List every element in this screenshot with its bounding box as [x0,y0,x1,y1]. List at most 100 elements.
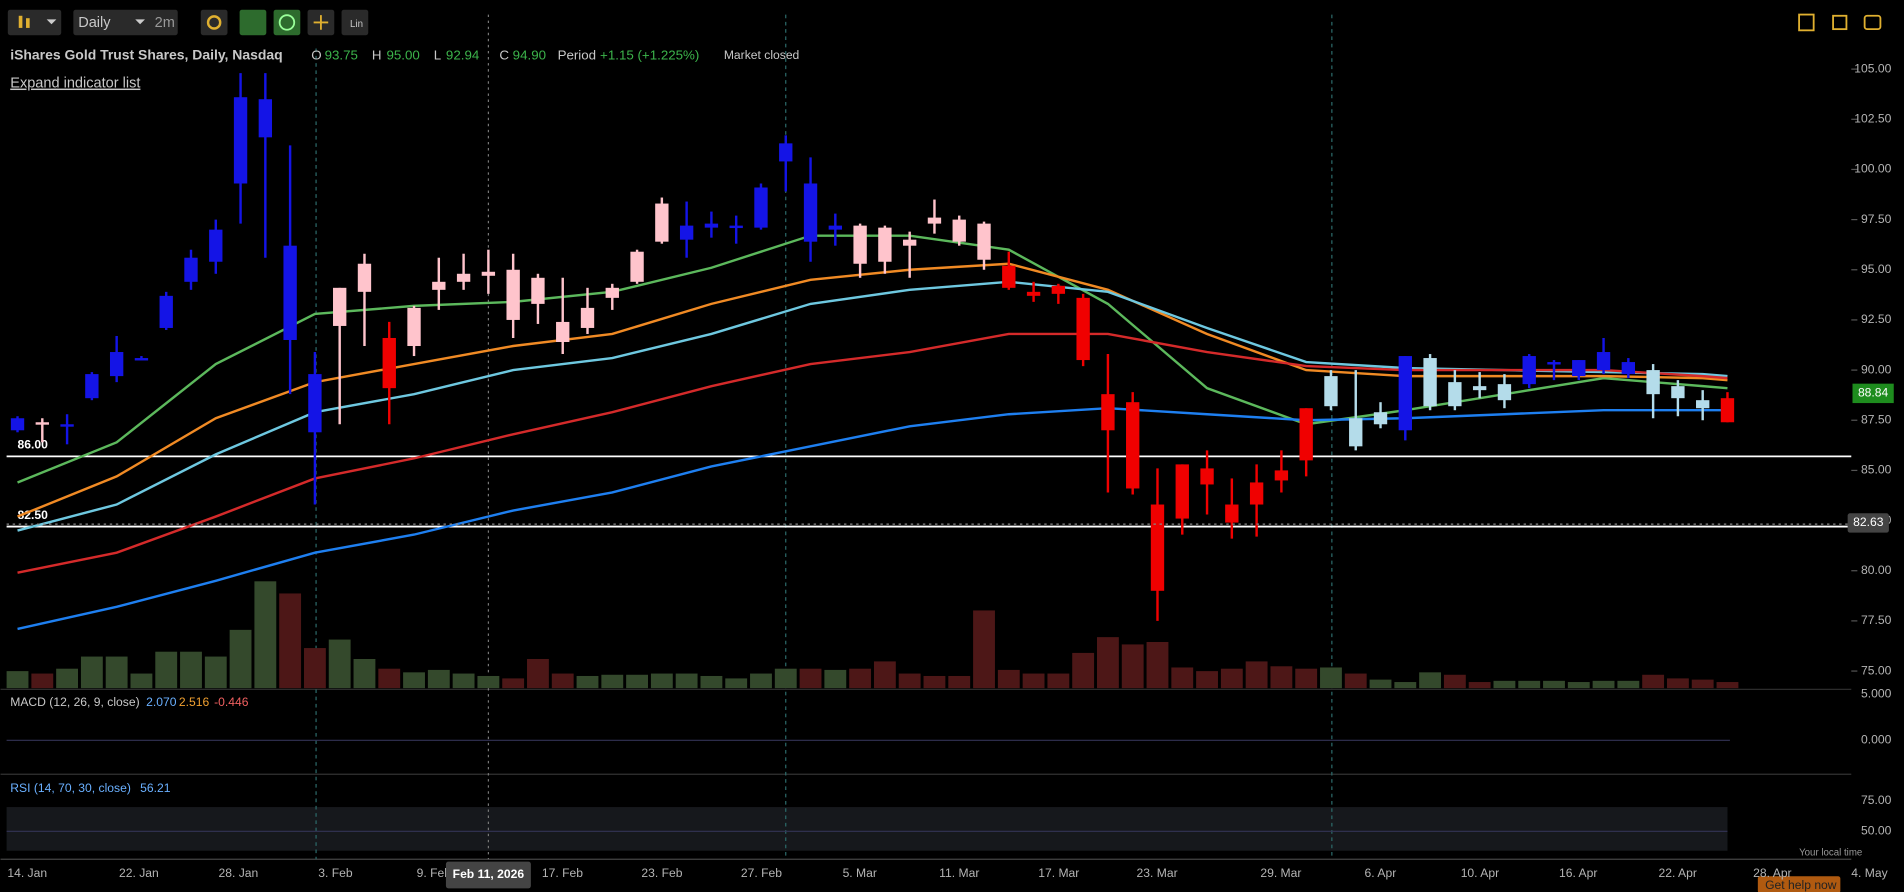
volume-bar [1468,682,1491,689]
volume-bar [997,669,1020,689]
period-value: +1.15 (+1.225%) [600,47,699,62]
volume-bar [1047,673,1070,689]
candle-body [134,358,149,361]
volume-bar [973,610,995,689]
candle-body [704,223,719,228]
x-tick-label: 9. Feb [417,866,452,880]
time-button[interactable] [273,9,301,36]
icon [206,15,222,30]
candle-body [1249,482,1264,505]
indicator-button[interactable] [239,9,267,36]
volume-bar [1270,666,1293,689]
candle-body [60,424,74,427]
candle-body [456,273,471,282]
candle-body [1398,356,1412,431]
volume-bar [1097,637,1119,689]
o-value: 93.75 [325,47,358,62]
volume-bar [1295,668,1318,689]
candle-body [1126,402,1140,489]
instrument: iShares Gold Trust Shares, Daily, Nasdaq [10,47,282,63]
crosshair-price: 82.63 [1853,515,1884,529]
candle-body [1076,297,1090,361]
c-value: 94.90 [513,47,546,62]
macd-tick-label: 5.000 [1861,686,1892,700]
icon[interactable] [1863,14,1882,31]
candle-body [1497,384,1512,401]
range: 2m [155,15,175,31]
candle-body [1150,504,1165,591]
icon[interactable] [1798,13,1815,32]
icon [46,19,57,25]
volume-bar [675,673,698,689]
volume-bar [1617,680,1640,689]
candle-body [1547,362,1561,365]
candle-body [407,307,421,347]
macd-value: 2.070 [146,695,177,709]
candle-body [1696,400,1710,409]
volume-bar [1146,641,1169,689]
candle-body [1274,470,1289,481]
volume-bar [1716,682,1739,689]
y-tick-label: 97.50 [1861,212,1892,226]
h-value: 95.00 [386,47,419,62]
y-tick-label: 87.50 [1861,412,1892,426]
volume-bar [1666,678,1689,689]
candle-body [1225,504,1239,523]
candle-body [1671,386,1685,399]
volume-bar [626,674,648,689]
volume-bar [1567,682,1590,689]
marks: 105.00 102.50 100.00 97.50 95.00 92.50 90.00 87… [6,61,1894,889]
volume-bar [527,658,549,689]
volume-bar [80,656,103,689]
scale-button[interactable] [341,9,369,36]
rsi-tick-label: 50.00 [1861,824,1892,838]
volume-bar [56,668,79,689]
volume-bar [774,668,797,689]
candle-body [1646,370,1660,395]
expand-link[interactable]: Expand indicator list [10,76,140,92]
local-time: Your local time [1799,848,1862,859]
interval-select[interactable] [73,9,178,36]
macd-hist: -0.446 [214,695,249,709]
volume-bar [725,678,748,689]
help-button[interactable] [1757,876,1841,892]
l-label: L [434,47,441,62]
candle-body [977,223,991,260]
candle-body [1448,382,1462,407]
icon[interactable] [1832,14,1848,31]
settings-button[interactable] [200,9,228,36]
volume-bar [378,668,401,689]
rsi-tick-label: 75.00 [1861,793,1892,807]
volume-bar [1220,668,1243,689]
candle-body [109,352,124,377]
volume-bar [1072,652,1095,689]
candle-body [1002,265,1016,288]
rsi-label: RSI (14, 70, 30, close) [10,781,131,795]
volume-bar [303,648,326,689]
last-price-box [1852,383,1894,404]
help-text: Get help now [1765,878,1837,892]
x-tick-label: 23. Mar [1137,866,1178,880]
candle-body [630,251,644,282]
volume-bar [923,675,946,689]
candle-body [729,225,743,229]
volume-bar [1419,672,1442,689]
candle-body [679,225,694,240]
volume-bar [1518,680,1541,689]
x-tick-label: 6. Apr [1365,866,1397,880]
volume-bar [1344,673,1367,689]
icon [313,15,329,30]
volume-bar [551,673,574,689]
volume-bar [948,675,971,689]
volume-bar [700,675,723,689]
candle-body [1026,291,1041,296]
candle-body [902,239,917,246]
y-tick-label: 85.00 [1861,463,1892,477]
candle-body [10,418,25,431]
candle-body [580,307,595,328]
icon [135,19,145,25]
crosshair-price-box [1847,513,1889,533]
volume-bar [1543,680,1565,689]
